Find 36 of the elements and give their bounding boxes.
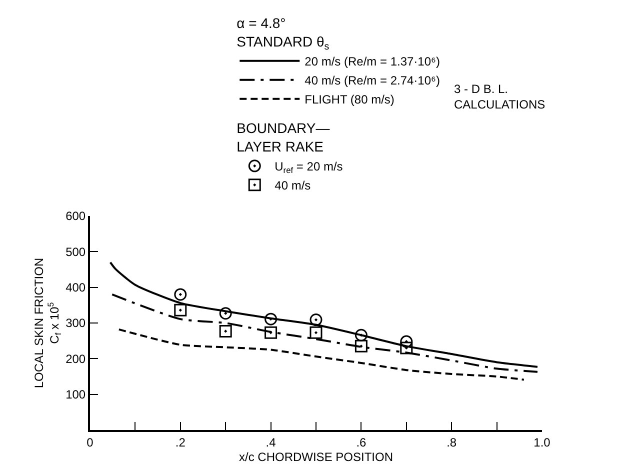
legend-label: 20 m/s (Re/m = 1.37·10⁶) bbox=[304, 54, 440, 69]
legend-label: 40 m/s bbox=[274, 178, 311, 193]
point bbox=[264, 312, 278, 326]
point bbox=[310, 314, 322, 326]
x-tick-label: .4 bbox=[266, 435, 276, 450]
line-series bbox=[111, 293, 538, 373]
point bbox=[219, 307, 232, 320]
line-series bbox=[118, 328, 525, 381]
legend-label: 40 m/s (Re/m = 2.74·10⁶) bbox=[304, 74, 440, 88]
text: 3 - D B. L. CALCULATIONS bbox=[454, 82, 546, 112]
y-tick-label: 300 bbox=[66, 316, 86, 330]
y-tick-label: 200 bbox=[66, 352, 86, 366]
point bbox=[310, 326, 322, 339]
point bbox=[264, 326, 278, 339]
y-tick-label: 600 bbox=[66, 209, 86, 224]
legend-label: U$_{ref}$ = 20 m/s bbox=[274, 160, 343, 176]
point bbox=[354, 340, 368, 352]
y-tick-label: 100 bbox=[66, 388, 86, 402]
legend-label: FLIGHT (80 m/s) bbox=[304, 92, 394, 107]
x-axis-title: x/c CHORDWISE POSITION bbox=[238, 450, 394, 464]
x-tick-label: 1.0 bbox=[534, 435, 551, 450]
y-tick-label: 400 bbox=[66, 280, 86, 295]
point bbox=[174, 288, 187, 301]
y-tick-label: 500 bbox=[66, 244, 86, 259]
x-tick-label: .6 bbox=[356, 435, 367, 450]
point bbox=[400, 335, 413, 348]
line-series bbox=[109, 261, 538, 368]
point bbox=[400, 342, 413, 354]
point bbox=[174, 304, 187, 316]
x-tick-label: .2 bbox=[175, 435, 186, 450]
point bbox=[219, 324, 232, 338]
legend-title: α = 4.8° STANDARD θ$_{s}$ bbox=[236, 15, 330, 52]
x-tick-label: .8 bbox=[446, 435, 457, 450]
point bbox=[354, 328, 368, 342]
x-tick-label: 0 bbox=[86, 435, 94, 450]
text: BOUNDARY— LAYER RAKE bbox=[236, 120, 330, 154]
